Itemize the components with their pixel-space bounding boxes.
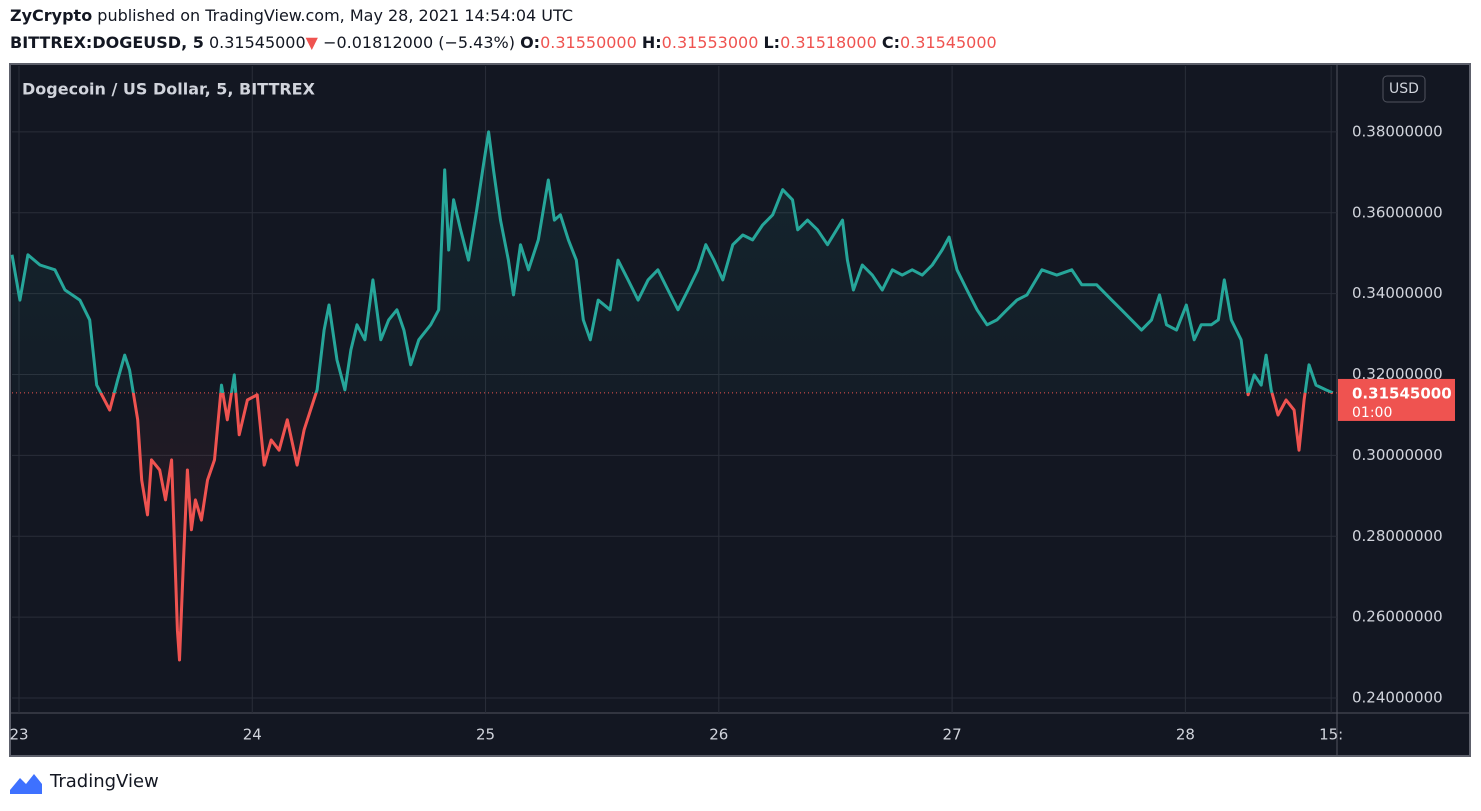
currency[interactable]: USD bbox=[1389, 81, 1419, 97]
chart-frame bbox=[9, 63, 1471, 757]
ohlc-value: 0.31550000 bbox=[540, 33, 637, 52]
arrow: ▼ bbox=[305, 33, 318, 52]
y-tick-label: 0.30000000 bbox=[1352, 446, 1443, 464]
symbol: BITTREX:DOGEUSD, 5 bbox=[10, 33, 204, 52]
x-tick-label: 28 bbox=[1176, 726, 1195, 744]
y-tick-label: 0.24000000 bbox=[1352, 689, 1443, 707]
ohlc-value: 0.31518000 bbox=[780, 33, 877, 52]
x-tick-label: 27 bbox=[943, 726, 962, 744]
x-tick-label: 23 bbox=[9, 726, 28, 744]
area bbox=[12, 131, 1333, 660]
publish-line: ZyCrypto published on TradingView.com, M… bbox=[10, 6, 573, 25]
x-tick-label: 26 bbox=[709, 726, 728, 744]
x-tick-label: 15: bbox=[1319, 726, 1343, 744]
price: 0.31545000 bbox=[208, 33, 306, 52]
quote-line: BITTREX:DOGEUSD, 5 0.31545000▼ −0.018120… bbox=[10, 33, 997, 52]
y-tick-label: 0.32000000 bbox=[1352, 365, 1443, 383]
author: ZyCrypto bbox=[10, 6, 93, 25]
price-tag bbox=[1338, 378, 1455, 421]
x-tick-label: 25 bbox=[476, 726, 495, 744]
y-tick-label: 0.28000000 bbox=[1352, 527, 1443, 545]
chart-title: Dogecoin / US Dollar, 5, BITTREX bbox=[22, 80, 316, 99]
price-tag-label: 0.31545000 bbox=[1352, 384, 1452, 402]
y-tick-label: 0.36000000 bbox=[1352, 203, 1443, 221]
price-line bbox=[10, 130, 1334, 662]
published: published on TradingView.com, May 28, 20… bbox=[97, 6, 573, 25]
ohlc-key: H: bbox=[641, 33, 662, 52]
ohlc-value: 0.31553000 bbox=[661, 33, 759, 52]
currency-button[interactable] bbox=[1382, 75, 1426, 103]
ohlc-key: L: bbox=[763, 33, 781, 52]
ohlc-key: C: bbox=[881, 33, 900, 52]
change: −0.01812000 (−5.43%) bbox=[323, 33, 515, 52]
countdown: 01:00 bbox=[1352, 405, 1392, 421]
y-tick-label: 0.26000000 bbox=[1352, 608, 1443, 626]
ohlc-value: 0.31545000 bbox=[900, 33, 997, 52]
x-tick-label: 24 bbox=[243, 726, 262, 744]
y-tick-label: 0.38000000 bbox=[1352, 122, 1443, 140]
brand: TradingView bbox=[50, 771, 159, 792]
y-tick-label: 0.34000000 bbox=[1352, 284, 1443, 302]
logo-icon bbox=[10, 774, 42, 794]
ohlc-key: O: bbox=[520, 33, 541, 52]
